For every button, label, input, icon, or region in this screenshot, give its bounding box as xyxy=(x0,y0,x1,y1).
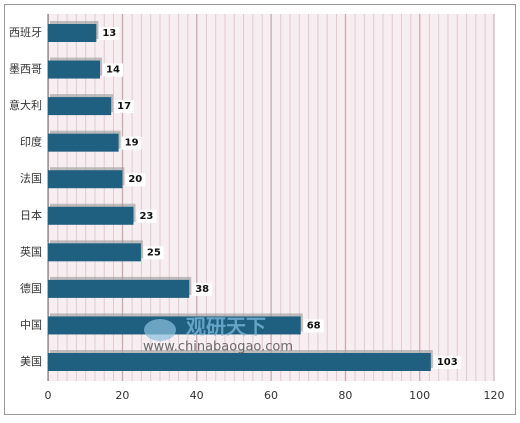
watermark-title: 观研天下 xyxy=(186,315,266,339)
y-tick-label: 印度 xyxy=(20,135,42,149)
y-tick-label: 英国 xyxy=(20,244,42,258)
value-label-bg xyxy=(125,173,146,187)
y-tick-label: 中国 xyxy=(20,318,42,331)
value-label-bg xyxy=(192,282,213,296)
bar xyxy=(48,353,431,371)
value-label-bg xyxy=(99,27,120,40)
value-label-bg xyxy=(136,209,157,223)
value-label: 103 xyxy=(437,357,458,368)
watermark: 观研天下 www.chinabaogao.com xyxy=(143,315,293,355)
value-label-bg xyxy=(143,246,164,260)
value-label-bg xyxy=(103,63,123,77)
x-tick-label: 20 xyxy=(115,389,129,402)
value-label-bg xyxy=(121,136,142,150)
value-label: 14 xyxy=(106,65,120,76)
bar xyxy=(48,243,141,262)
y-tick-label: 美国 xyxy=(20,355,42,368)
bar xyxy=(48,279,190,298)
value-label-bg xyxy=(303,319,324,333)
x-tick-label: 80 xyxy=(338,389,352,402)
y-tick-label: 法国 xyxy=(20,171,42,185)
x-tick-label: 0 xyxy=(45,389,52,402)
watermark-url: www.chinabaogao.com xyxy=(143,340,293,355)
value-label: 68 xyxy=(307,320,321,331)
value-label: 20 xyxy=(128,174,142,185)
value-label-bg xyxy=(114,100,135,114)
x-tick-label: 120 xyxy=(484,389,505,402)
y-tick-label: 西班牙 xyxy=(9,26,42,39)
x-tick-label: 40 xyxy=(190,389,204,402)
y-tick-label: 意大利 xyxy=(9,98,42,112)
bar xyxy=(48,170,123,189)
y-tick-label: 日本 xyxy=(20,208,42,222)
x-tick-label: 60 xyxy=(264,389,278,402)
bar xyxy=(48,97,112,116)
value-label: 13 xyxy=(102,28,116,39)
y-tick-label: 德国 xyxy=(20,281,42,295)
bar xyxy=(48,206,134,225)
value-label: 19 xyxy=(125,138,139,149)
value-label: 25 xyxy=(147,247,161,258)
x-tick-label: 100 xyxy=(409,389,430,402)
value-label-bg xyxy=(433,356,461,369)
value-label: 23 xyxy=(139,211,153,222)
y-tick-label: 墨西哥 xyxy=(9,63,42,76)
value-label: 38 xyxy=(195,284,209,295)
bar xyxy=(48,24,97,42)
bar xyxy=(48,60,101,79)
value-label: 17 xyxy=(117,101,131,112)
bar xyxy=(48,133,119,152)
